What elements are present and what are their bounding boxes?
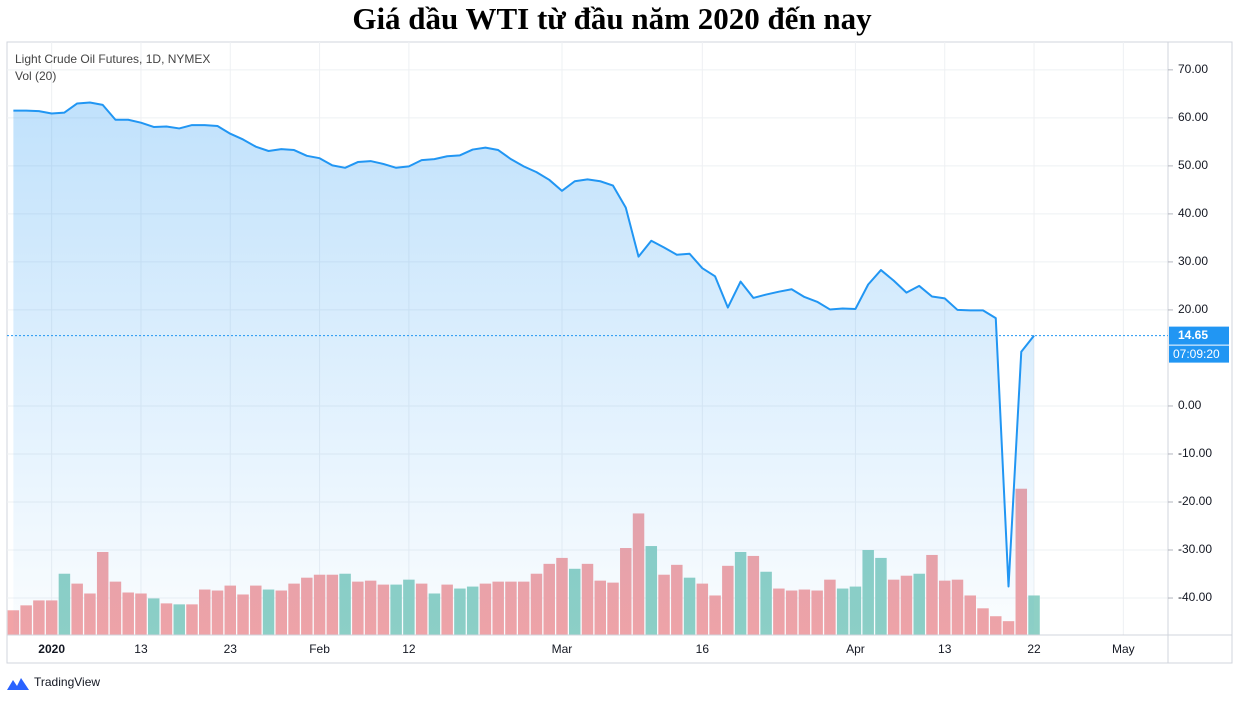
x-tick-label: 22 [1027, 642, 1041, 656]
x-tick-label: Feb [309, 642, 330, 656]
countdown-label: 07:09:20 [1173, 347, 1220, 361]
x-tick-label: 13 [938, 642, 952, 656]
y-tick-label: -20.00 [1178, 494, 1212, 508]
countdown-tag [1169, 345, 1229, 363]
frame [6, 41, 1233, 664]
chart-title: Giá dầu WTI từ đầu năm 2020 đến nay [352, 1, 872, 36]
x-tick-label: 23 [224, 642, 238, 656]
x-tick-label: Apr [846, 642, 865, 656]
x-tick-label: May [1112, 642, 1135, 656]
y-tick-label: -30.00 [1178, 542, 1212, 556]
volume-label: Vol (20) [15, 69, 56, 83]
legend-title: Light Crude Oil Futures, 1D, NYMEX [15, 52, 210, 66]
x-tick-label: 13 [134, 642, 148, 656]
y-tick-label: 30.00 [1178, 254, 1208, 268]
x-tick-label: Mar [552, 642, 573, 656]
x-tick-label: 2020 [38, 642, 65, 656]
x-tick-label: 12 [402, 642, 416, 656]
y-tick-label: 50.00 [1178, 158, 1208, 172]
y-tick-label: 0.00 [1178, 398, 1202, 412]
y-tick-label: 60.00 [1178, 110, 1208, 124]
last-price-label: 14.65 [1178, 328, 1208, 342]
price-line [13, 101, 1035, 588]
brand: TradingView [34, 675, 100, 689]
price-area [13, 102, 1035, 635]
y-tick-label: -10.00 [1178, 446, 1212, 460]
y-tick-label: 40.00 [1178, 206, 1208, 220]
volume-bar [7, 610, 20, 635]
y-tick-label: 70.00 [1178, 62, 1208, 76]
brand-logo [7, 678, 29, 690]
y-tick-label: 20.00 [1178, 302, 1208, 316]
last-price-tag [1169, 326, 1229, 345]
y-tick-label: -40.00 [1178, 590, 1212, 604]
x-tick-label: 16 [696, 642, 710, 656]
